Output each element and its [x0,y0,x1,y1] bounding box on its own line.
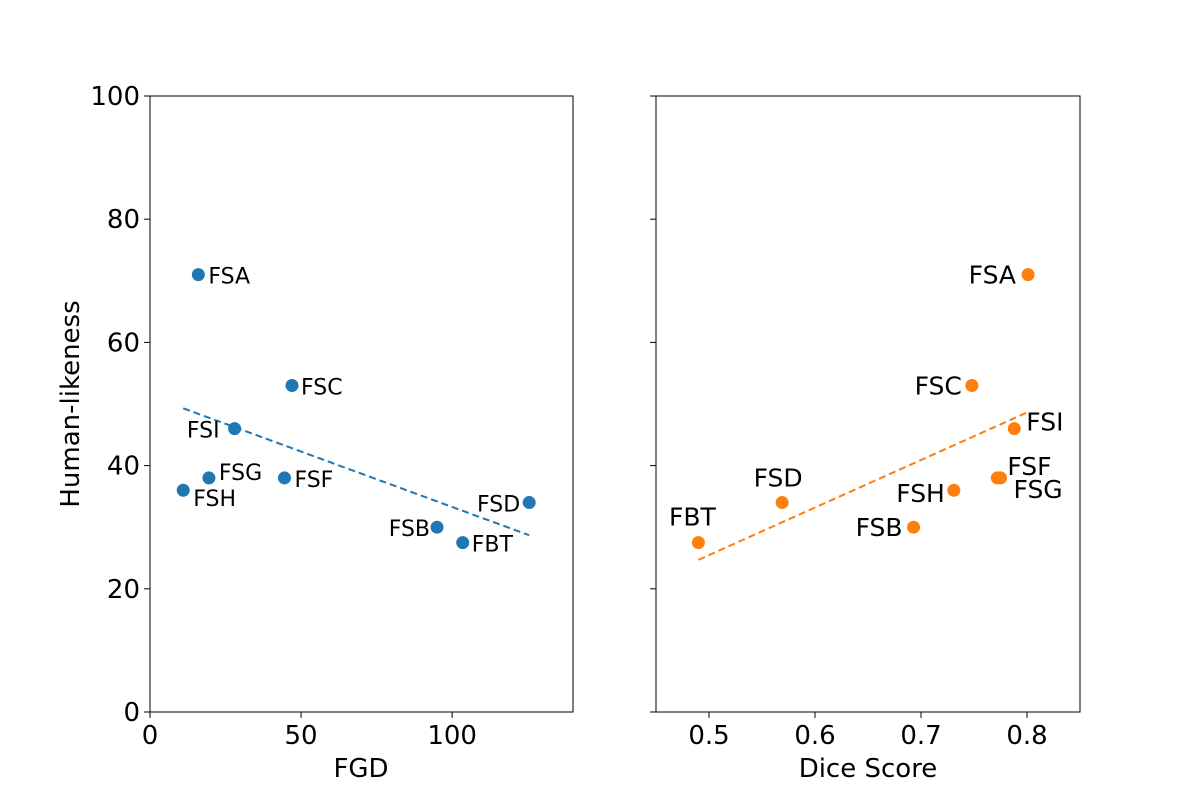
fgd-point-fsb [430,520,444,534]
fgd-y-tick-label: 40 [107,452,140,482]
dice-score-point-label-fsd: FSD [754,464,803,493]
fgd-point-fsi [228,422,242,436]
dice-score-point-fsh [947,483,961,497]
fgd-point-fsf [277,471,291,485]
fgd-point-fsa [191,268,205,282]
dice-score-point-fsg [994,471,1007,485]
dice-score-point-label-fsc: FSC [915,372,962,401]
dice-score-x-tick-label: 0.7 [900,721,941,751]
fgd-point-fsg [202,471,216,485]
dice-score-trendline [697,411,1029,561]
fgd-y-tick-label: 80 [107,205,140,235]
dice-score-point-label-fsf: FSF [1007,452,1051,481]
dice-score-point-label-fsa: FSA [969,261,1016,290]
fgd-x-tick-label: 100 [427,721,477,751]
fgd-point-label-fsi: FSI [187,419,220,444]
dice-score-plot-frame [655,95,1081,713]
fgd-y-axis-label: Human-likeness [56,300,86,507]
fgd-x-tick-label: 0 [142,721,159,751]
dice-score-point-fsi [1007,422,1021,436]
fgd-plot-frame [149,95,574,713]
dice-score-point-fsa [1021,268,1035,282]
fgd-y-tick-label: 60 [107,328,140,358]
dice-score-point-label-fbt: FBT [669,503,717,532]
fgd-point-label-fsc: FSC [301,376,343,401]
fgd-y-tick-label: 100 [90,82,140,112]
fgd-point-label-fsf: FSF [294,468,333,493]
fgd-point-label-fbt: FBT [472,533,514,558]
fgd-point-label-fsg: FSG [219,461,262,486]
fgd-point-label-fsd: FSD [477,493,520,518]
fgd-point-fsc [285,379,299,393]
dice-score-x-axis-label: Dice Score [799,754,938,784]
dice-score-x-tick-label: 0.6 [794,721,835,751]
fgd-point-label-fsb: FSB [389,517,430,542]
fgd-point-fsh [176,483,190,497]
dice-score-point-fsc [965,379,979,393]
dice-score-point-fbt [691,536,705,550]
fgd-y-tick-label: 0 [123,698,140,728]
dice-score-x-tick-label: 0.5 [688,721,729,751]
fgd-scatter-panel: 0 50 100 0 20 40 60 80 100 FSA FSC FSI FSG FSF FSH FSD F… [56,82,574,784]
dice-score-point-label-fsi: FSI [1026,408,1063,437]
dice-score-point-label-fsg: FSG [1014,475,1063,504]
fgd-point-label-fsh: FSH [193,487,236,512]
fgd-x-tick-label: 50 [285,721,318,751]
fgd-point-label-fsa: FSA [208,265,250,290]
fgd-x-axis-label: FGD [333,754,388,784]
fgd-y-tick-label: 20 [107,575,140,605]
dice-score-x-tick-label: 0.8 [1006,721,1047,751]
dice-score-point-fsb [907,520,921,534]
dice-score-point-label-fsh: FSH [896,479,945,508]
dice-score-point-label-fsb: FSB [856,513,903,542]
fgd-point-fbt [456,536,470,550]
dice-score-point-fsd [775,496,789,510]
dice-score-scatter-panel: 0.5 0.6 0.7 0.8FSAFSCFSIFSFFSGFSHFSDFSBFBT … [650,95,1081,784]
fgd-point-fsd [522,496,536,510]
